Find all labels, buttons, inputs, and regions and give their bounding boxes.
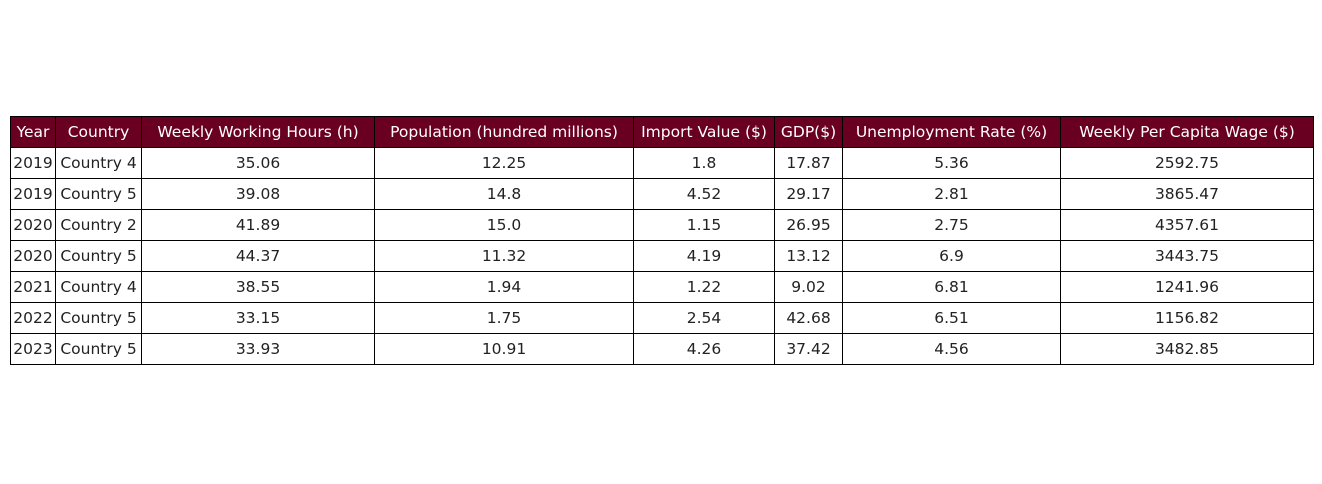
column-header: Unemployment Rate (%) xyxy=(842,116,1061,148)
table-cell: 33.15 xyxy=(141,302,375,334)
table-cell: 4357.61 xyxy=(1060,209,1314,241)
table-cell: 2019 xyxy=(10,178,56,210)
table-cell: 2020 xyxy=(10,209,56,241)
header-row: Year Country Weekly Working Hours (h) Popul… xyxy=(10,116,1314,148)
table-row: 2020 Country 2 41.89 15.0 1.15 26.95 2.75 4357.… xyxy=(10,209,1314,241)
table-cell: Country 5 xyxy=(55,178,142,210)
column-header: Year xyxy=(10,116,56,148)
table-cell: 2020 xyxy=(10,240,56,272)
table-cell: 14.8 xyxy=(374,178,634,210)
table-cell: 29.17 xyxy=(774,178,843,210)
table-cell: 13.12 xyxy=(774,240,843,272)
table-cell: Country 4 xyxy=(55,271,142,303)
table-cell: 11.32 xyxy=(374,240,634,272)
column-header: Country xyxy=(55,116,142,148)
table-cell: 1156.82 xyxy=(1060,302,1314,334)
table-cell: 41.89 xyxy=(141,209,375,241)
table-cell: 1241.96 xyxy=(1060,271,1314,303)
table-cell: 2.81 xyxy=(842,178,1061,210)
table-row: 2021 Country 4 38.55 1.94 1.22 9.02 6.81 1241.9… xyxy=(10,271,1314,303)
table-cell: 35.06 xyxy=(141,147,375,179)
table-cell: 17.87 xyxy=(774,147,843,179)
table-cell: 15.0 xyxy=(374,209,634,241)
table-row: 2019 Country 4 35.06 12.25 1.8 17.87 5.36 2592.… xyxy=(10,147,1314,179)
table-cell: Country 4 xyxy=(55,147,142,179)
table-cell: 42.68 xyxy=(774,302,843,334)
table-cell: 2019 xyxy=(10,147,56,179)
table-cell: 4.52 xyxy=(633,178,775,210)
column-header: GDP($) xyxy=(774,116,843,148)
table-cell: 2592.75 xyxy=(1060,147,1314,179)
table-cell: 12.25 xyxy=(374,147,634,179)
table-row: 2023 Country 5 33.93 10.91 4.26 37.42 4.56 3482… xyxy=(10,333,1314,365)
column-header: Weekly Per Capita Wage ($) xyxy=(1060,116,1314,148)
table-row: 2020 Country 5 44.37 11.32 4.19 13.12 6.9 3443.… xyxy=(10,240,1314,272)
column-header: Population (hundred millions) xyxy=(374,116,634,148)
table-cell: Country 5 xyxy=(55,333,142,365)
table-cell: 38.55 xyxy=(141,271,375,303)
table-cell: 33.93 xyxy=(141,333,375,365)
table-row: 2022 Country 5 33.15 1.75 2.54 42.68 6.51 1156.… xyxy=(10,302,1314,334)
table-cell: Country 5 xyxy=(55,302,142,334)
table-cell: 1.8 xyxy=(633,147,775,179)
table-cell: Country 5 xyxy=(55,240,142,272)
table-cell: 4.26 xyxy=(633,333,775,365)
table-cell: 4.56 xyxy=(842,333,1061,365)
table-cell: 26.95 xyxy=(774,209,843,241)
table-cell: Country 2 xyxy=(55,209,142,241)
table-cell: 2021 xyxy=(10,271,56,303)
table-cell: 10.91 xyxy=(374,333,634,365)
table-body: 2019 Country 4 35.06 12.25 1.8 17.87 5.36 2592.… xyxy=(10,147,1314,365)
table-cell: 1.75 xyxy=(374,302,634,334)
table-cell: 3865.47 xyxy=(1060,178,1314,210)
table-cell: 1.94 xyxy=(374,271,634,303)
table-cell: 5.36 xyxy=(842,147,1061,179)
table-cell: 3482.85 xyxy=(1060,333,1314,365)
table-cell: 9.02 xyxy=(774,271,843,303)
table-row: 2019 Country 5 39.08 14.8 4.52 29.17 2.81 3865.… xyxy=(10,178,1314,210)
table-cell: 6.9 xyxy=(842,240,1061,272)
table-cell: 3443.75 xyxy=(1060,240,1314,272)
table-cell: 2022 xyxy=(10,302,56,334)
table-cell: 1.15 xyxy=(633,209,775,241)
column-header: Import Value ($) xyxy=(633,116,775,148)
data-table: Year Country Weekly Working Hours (h) Popul… xyxy=(10,116,1314,365)
table-cell: 6.81 xyxy=(842,271,1061,303)
table-cell: 6.51 xyxy=(842,302,1061,334)
table-cell: 2.54 xyxy=(633,302,775,334)
table-cell: 44.37 xyxy=(141,240,375,272)
table-cell: 2.75 xyxy=(842,209,1061,241)
table-cell: 4.19 xyxy=(633,240,775,272)
table-cell: 1.22 xyxy=(633,271,775,303)
table-cell: 39.08 xyxy=(141,178,375,210)
table-cell: 37.42 xyxy=(774,333,843,365)
table-cell: 2023 xyxy=(10,333,56,365)
column-header: Weekly Working Hours (h) xyxy=(141,116,375,148)
